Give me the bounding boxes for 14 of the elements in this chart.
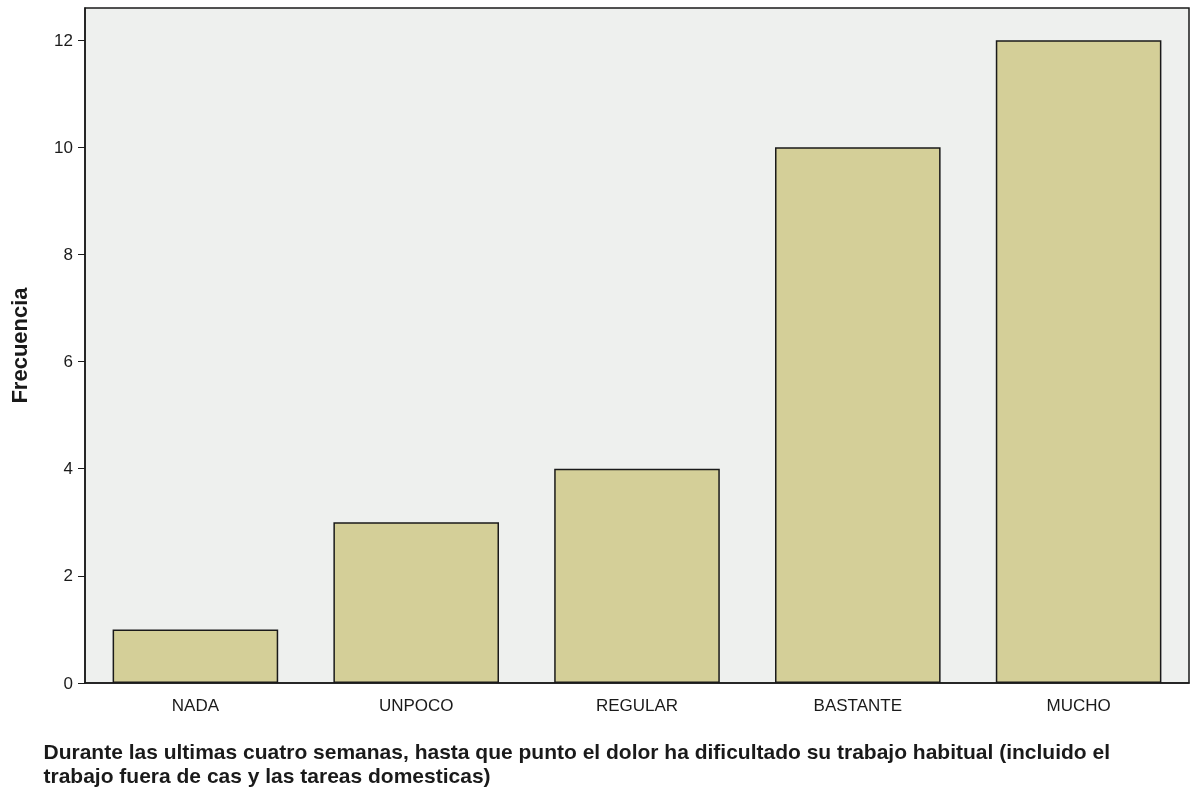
x-axis-title: Durante las ultimas cuatro semanas, hasta que punto el dolor ha dificultado su trabajo habitual (incluido el trabajo fuera de cas y las tareas domesticas)	[43, 739, 1116, 787]
y-axis-title: Frecuencia	[6, 286, 32, 404]
x-tick-label: UNPOCO	[378, 696, 454, 715]
y-tick-label: 12	[54, 30, 73, 50]
x-tick-label: REGULAR	[595, 696, 679, 715]
y-tick-label: 4	[63, 459, 73, 479]
y-tick-label: 10	[54, 137, 73, 157]
y-tick-label: 8	[63, 244, 73, 264]
y-tick-label: 6	[63, 352, 73, 372]
y-tick-label: 0	[63, 673, 73, 693]
y-tick-label: 2	[63, 566, 73, 586]
x-tick-label: BASTANTE	[813, 696, 903, 715]
x-tick-label: MUCHO	[1046, 696, 1111, 715]
x-tick-label: NADA	[171, 696, 220, 715]
